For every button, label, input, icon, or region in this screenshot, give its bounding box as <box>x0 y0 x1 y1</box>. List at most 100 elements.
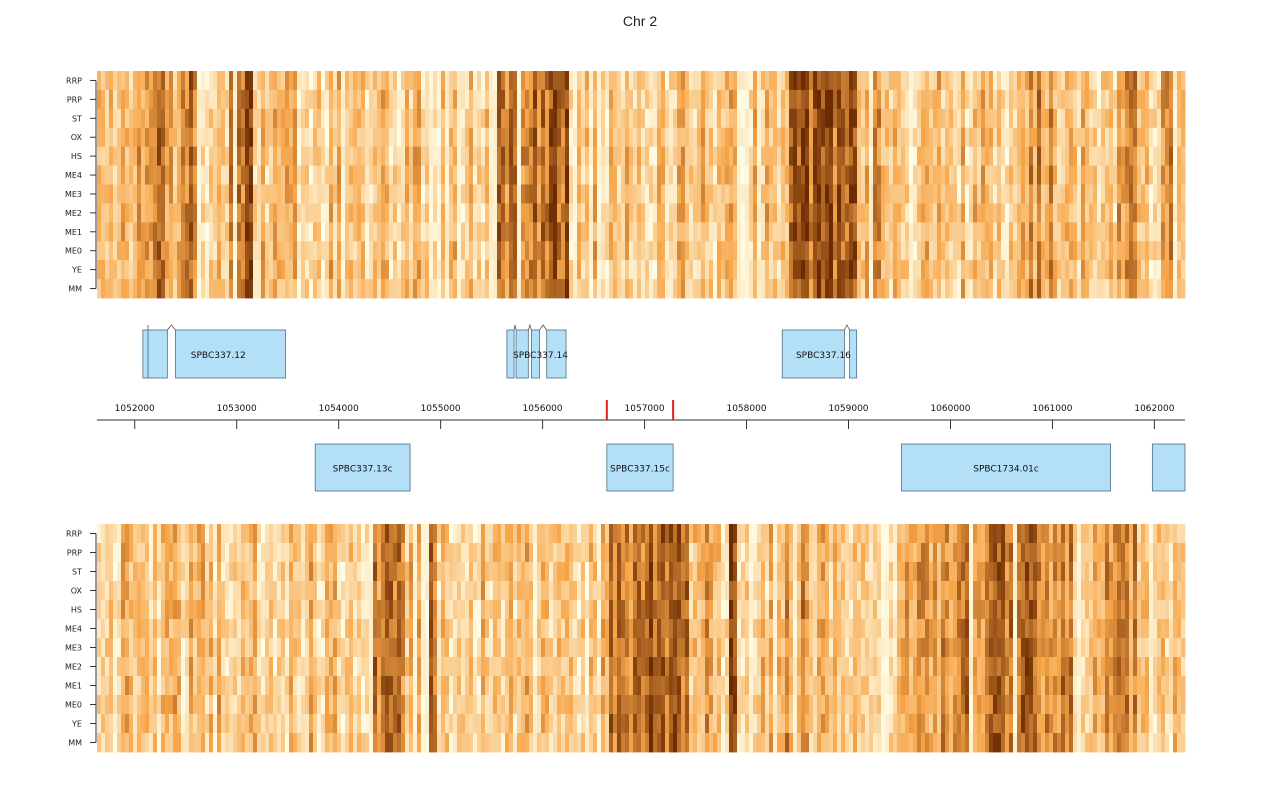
upper-heatmap-cell <box>825 184 830 204</box>
upper-heatmap-cell <box>241 203 246 223</box>
upper-heatmap-cell <box>113 260 118 280</box>
upper-heatmap-cell <box>945 222 950 242</box>
upper-heatmap-cell <box>797 279 802 299</box>
lower-heatmap-cell <box>225 600 230 620</box>
upper-heatmap-cell <box>1045 127 1050 148</box>
lower-heatmap-cell <box>329 619 334 639</box>
upper-heatmap-cell <box>957 127 962 148</box>
upper-heatmap-cell <box>289 89 294 110</box>
upper-heatmap-cell <box>1141 146 1146 166</box>
upper-heatmap-cell <box>149 279 154 299</box>
upper-heatmap-cell <box>777 108 782 129</box>
upper-heatmap-cell <box>945 146 950 166</box>
upper-heatmap-cell <box>721 108 726 129</box>
lower-heatmap-cell <box>189 600 194 620</box>
upper-heatmap-cell <box>357 108 362 129</box>
upper-heatmap-cell <box>157 279 162 299</box>
lower-heatmap-cell <box>573 562 578 582</box>
lower-heatmap-cell <box>405 581 410 601</box>
lower-heatmap-cell <box>429 562 434 582</box>
upper-heatmap-row-label: OX <box>71 133 83 142</box>
upper-heatmap-cell <box>957 222 962 242</box>
upper-heatmap-cell <box>237 108 242 129</box>
lower-heatmap-cell <box>353 600 358 620</box>
lower-heatmap-cell <box>133 543 138 563</box>
lower-heatmap-cell <box>101 562 106 582</box>
upper-heatmap-cell <box>785 127 790 148</box>
lower-heatmap-cell <box>365 657 370 677</box>
upper-heatmap-cell <box>1077 279 1082 299</box>
upper-heatmap-cell <box>1037 241 1042 261</box>
upper-heatmap-cell <box>109 71 114 91</box>
upper-heatmap-cell <box>649 279 654 299</box>
lower-heatmap-cell <box>97 581 102 601</box>
upper-heatmap-cell <box>829 89 834 110</box>
upper-heatmap-cell <box>161 184 166 204</box>
upper-heatmap-cell <box>109 203 114 223</box>
upper-heatmap-cell <box>313 71 318 91</box>
upper-heatmap-cell <box>725 241 730 261</box>
lower-heatmap-cell <box>513 562 518 582</box>
lower-heatmap-cell <box>529 714 534 734</box>
lower-heatmap-cell <box>373 524 378 544</box>
lower-heatmap-cell <box>333 657 338 677</box>
upper-heatmap-cell <box>1065 279 1070 299</box>
upper-heatmap-cell <box>645 184 650 204</box>
upper-heatmap-cell <box>861 241 866 261</box>
lower-heatmap-cell <box>113 714 118 734</box>
upper-heatmap-cell <box>709 89 714 110</box>
upper-heatmap-cell <box>737 89 742 110</box>
lower-heatmap-cell <box>401 524 406 544</box>
upper-heatmap-cell <box>533 89 538 110</box>
upper-heatmap-cell <box>1045 241 1050 261</box>
lower-heatmap-cell <box>189 619 194 639</box>
upper-heatmap-cell <box>237 165 242 185</box>
upper-heatmap-cell <box>673 165 678 185</box>
lower-heatmap-cell <box>625 524 630 544</box>
upper-heatmap-cell <box>793 241 798 261</box>
upper-heatmap-cell <box>413 241 418 261</box>
lower-heatmap-cell <box>157 543 162 563</box>
lower-heatmap-cell <box>529 524 534 544</box>
upper-heatmap-cell <box>805 279 810 299</box>
upper-heatmap-cell <box>225 146 230 166</box>
upper-heatmap-cell <box>941 184 946 204</box>
upper-heatmap-cell <box>189 146 194 166</box>
lower-heatmap-cell <box>457 562 462 582</box>
upper-heatmap-cell <box>865 241 870 261</box>
lower-heatmap-cell <box>141 600 146 620</box>
upper-heatmap-cell <box>1061 108 1066 129</box>
upper-heatmap-cell <box>625 146 630 166</box>
upper-heatmap-cell <box>1061 203 1066 223</box>
upper-heatmap-cell <box>377 241 382 261</box>
upper-heatmap-row-label: MM <box>68 285 82 294</box>
upper-heatmap-cell <box>425 222 430 242</box>
upper-heatmap-cell <box>741 241 746 261</box>
upper-heatmap-cell <box>305 222 310 242</box>
upper-heatmap-cell <box>461 241 466 261</box>
lower-heatmap-cell <box>553 562 558 582</box>
lower-heatmap-cell <box>321 657 326 677</box>
upper-heatmap-cell <box>285 146 290 166</box>
upper-heatmap-cell <box>885 89 890 110</box>
upper-heatmap-cell <box>1149 184 1154 204</box>
upper-heatmap-cell <box>921 241 926 261</box>
lower-heatmap-cell <box>449 524 454 544</box>
upper-heatmap-cell <box>953 203 958 223</box>
lower-heatmap-cell <box>181 581 186 601</box>
upper-heatmap-cell <box>621 241 626 261</box>
upper-heatmap-cell <box>1001 279 1006 299</box>
upper-heatmap-cell <box>165 127 170 148</box>
lower-heatmap-cell <box>545 695 550 715</box>
lower-heatmap-cell <box>365 695 370 715</box>
upper-heatmap-cell <box>869 241 874 261</box>
upper-heatmap-cell <box>913 222 918 242</box>
lower-heatmap-cell <box>341 714 346 734</box>
lower-heatmap-cell <box>117 562 122 582</box>
upper-heatmap-cell <box>821 184 826 204</box>
upper-heatmap-cell <box>109 260 114 280</box>
upper-heatmap-cell <box>929 222 934 242</box>
lower-heatmap-cell <box>501 676 506 696</box>
lower-heatmap-cell <box>233 543 238 563</box>
upper-heatmap-cell <box>1145 279 1150 299</box>
